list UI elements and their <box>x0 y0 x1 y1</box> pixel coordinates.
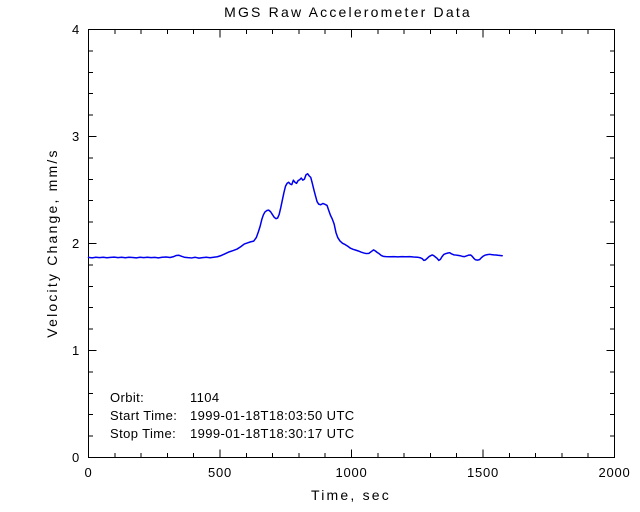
plot-box <box>88 29 615 458</box>
plot-title: MGS Raw Accelerometer Data <box>224 4 472 20</box>
x-tick-label: 1000 <box>335 465 367 480</box>
y-tick-label: 2 <box>72 236 80 251</box>
y-tick-label: 3 <box>72 129 80 144</box>
y-axis-label: Velocity Change, mm/s <box>44 148 60 337</box>
x-tick-label: 2000 <box>598 465 630 480</box>
annotation-block: Orbit: 1104 Start Time: 1999-01-18T18:03… <box>110 390 355 441</box>
annotation-start-time-label: Start Time: <box>110 408 177 423</box>
chart-layer: 0 500 1000 1500 2000 0 1 2 3 4 <box>72 22 630 480</box>
y-tick-label: 4 <box>72 22 80 37</box>
x-tick-label: 0 <box>84 465 92 480</box>
y-tick-label: 1 <box>72 343 80 358</box>
x-axis-label: Time, sec <box>311 487 391 503</box>
annotation-stop-time-label: Stop Time: <box>110 426 176 441</box>
annotation-orbit-label: Orbit: <box>110 390 144 405</box>
x-tick-label: 500 <box>208 465 232 480</box>
data-line-velocity_change_mm_s <box>87 172 503 262</box>
annotation-orbit-value: 1104 <box>190 390 220 405</box>
annotation-start-time-value: 1999-01-18T18:03:50 UTC <box>190 408 355 423</box>
x-tick-label: 1500 <box>467 465 499 480</box>
y-tick-label: 0 <box>72 450 80 465</box>
annotation-stop-time-value: 1999-01-18T18:30:17 UTC <box>190 426 355 441</box>
